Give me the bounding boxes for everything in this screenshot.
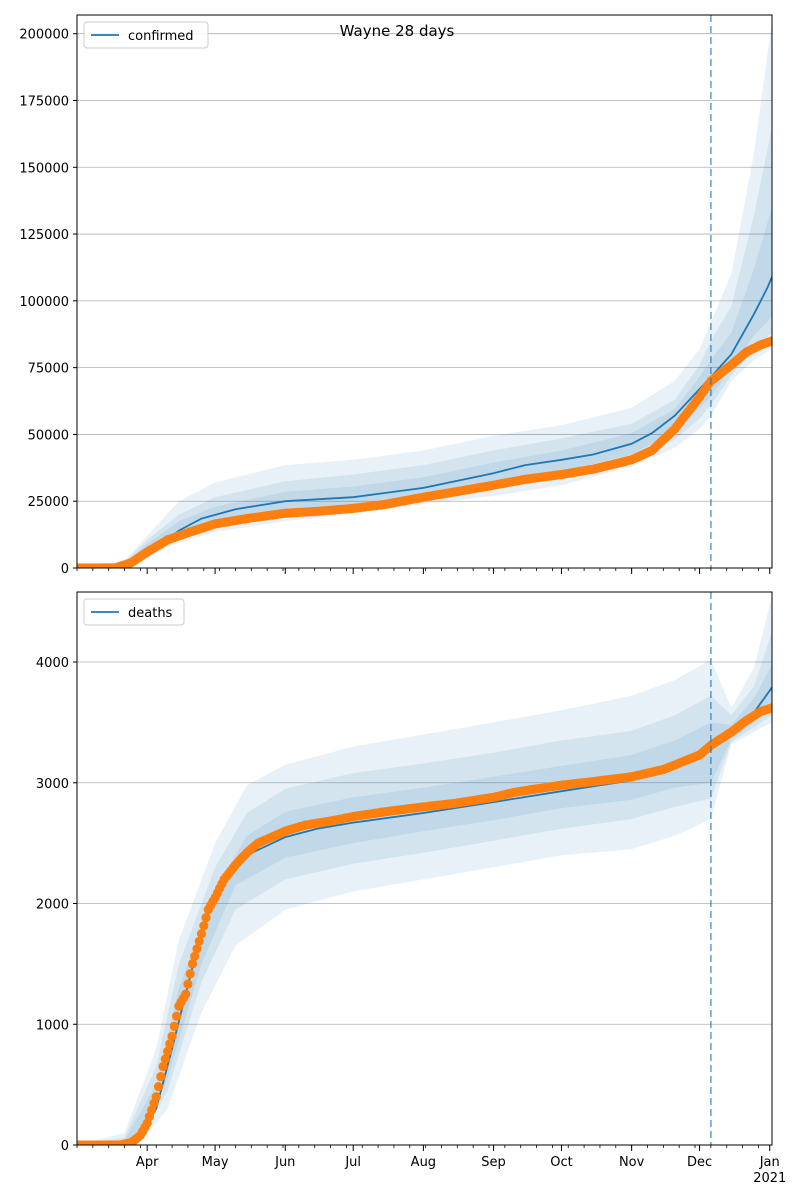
- deaths-panel: 0 1000 2000 3000 4000 Apr May Jun Jul Aug Sep Oct No…: [36, 591, 786, 1186]
- observed-point: [151, 1092, 161, 1102]
- y-tick-label: 0: [61, 1139, 69, 1154]
- observed-point: [167, 1031, 177, 1041]
- observed-point: [194, 936, 204, 946]
- y-tick-label: 200000: [19, 28, 69, 43]
- y-tick-label: 3000: [36, 777, 69, 792]
- observed-point: [160, 1054, 170, 1064]
- x-tick-label: May: [202, 1155, 229, 1170]
- x-tick-label: Dec: [687, 1155, 712, 1170]
- observed-point: [181, 989, 191, 999]
- legend-box: [83, 21, 209, 49]
- observed-point: [169, 1021, 179, 1031]
- observed-point: [192, 944, 202, 954]
- x-tick-label: Jun: [274, 1155, 295, 1170]
- observed-point: [767, 703, 772, 713]
- axes-frame: [76, 14, 773, 569]
- uncertainty-band-2: [77, 127, 772, 568]
- observed-point: [158, 1061, 168, 1072]
- observed-point: [163, 1046, 173, 1056]
- observed-point: [165, 1039, 175, 1049]
- observed-point: [172, 1011, 182, 1021]
- legend-label: deaths: [128, 606, 173, 621]
- x-tick-label: Aug: [411, 1155, 436, 1170]
- y-tick-label: 25000: [28, 495, 69, 510]
- observed-point: [196, 929, 207, 939]
- y-tick-label: 4000: [36, 656, 69, 671]
- x-tick-label: Sep: [481, 1155, 506, 1170]
- uncertainty-band-2: [77, 631, 772, 1145]
- axes-frame: [76, 591, 773, 1146]
- legend: confirmed: [83, 21, 209, 49]
- x-tick-sublabel: 2021: [753, 1171, 786, 1186]
- y-tick-label: 75000: [28, 362, 69, 377]
- y-tick-label: 125000: [19, 228, 69, 243]
- observed-point: [185, 969, 195, 979]
- observed-point: [767, 336, 772, 346]
- x-tick-label: Jan: [759, 1155, 780, 1170]
- x-tick-label: Apr: [136, 1155, 159, 1170]
- observed-point: [183, 979, 193, 989]
- x-tick-label: Oct: [550, 1155, 572, 1170]
- plot-area: [77, 20, 772, 568]
- observed-point: [153, 1082, 164, 1092]
- y-tick-label: 150000: [19, 161, 69, 176]
- observed-point: [190, 951, 200, 961]
- y-tick-label: 100000: [19, 295, 69, 310]
- observed-point: [199, 921, 209, 931]
- observed-point: [187, 959, 198, 969]
- y-tick-label: 50000: [28, 428, 69, 443]
- observed-point: [156, 1072, 166, 1082]
- y-tick-label: 0: [61, 562, 69, 577]
- y-tick-label: 175000: [19, 94, 69, 109]
- y-tick-label: 1000: [36, 1018, 69, 1033]
- uncertainty-band-1: [77, 20, 772, 568]
- y-tick-label: 2000: [36, 898, 69, 913]
- confirmed-panel: 0 25000 50000 75000 100000 125000 150000 175000…: [19, 14, 773, 577]
- legend-label: confirmed: [128, 29, 194, 44]
- x-tick-label: Nov: [619, 1155, 645, 1170]
- legend: deaths: [83, 598, 185, 626]
- x-tick-label: Jul: [344, 1155, 361, 1170]
- figure-title: Wayne 28 days: [340, 22, 455, 40]
- legend-box: [83, 598, 185, 626]
- uncertainty-band-1: [77, 595, 772, 1145]
- observed-point: [201, 913, 211, 923]
- plot-area: [77, 595, 772, 1145]
